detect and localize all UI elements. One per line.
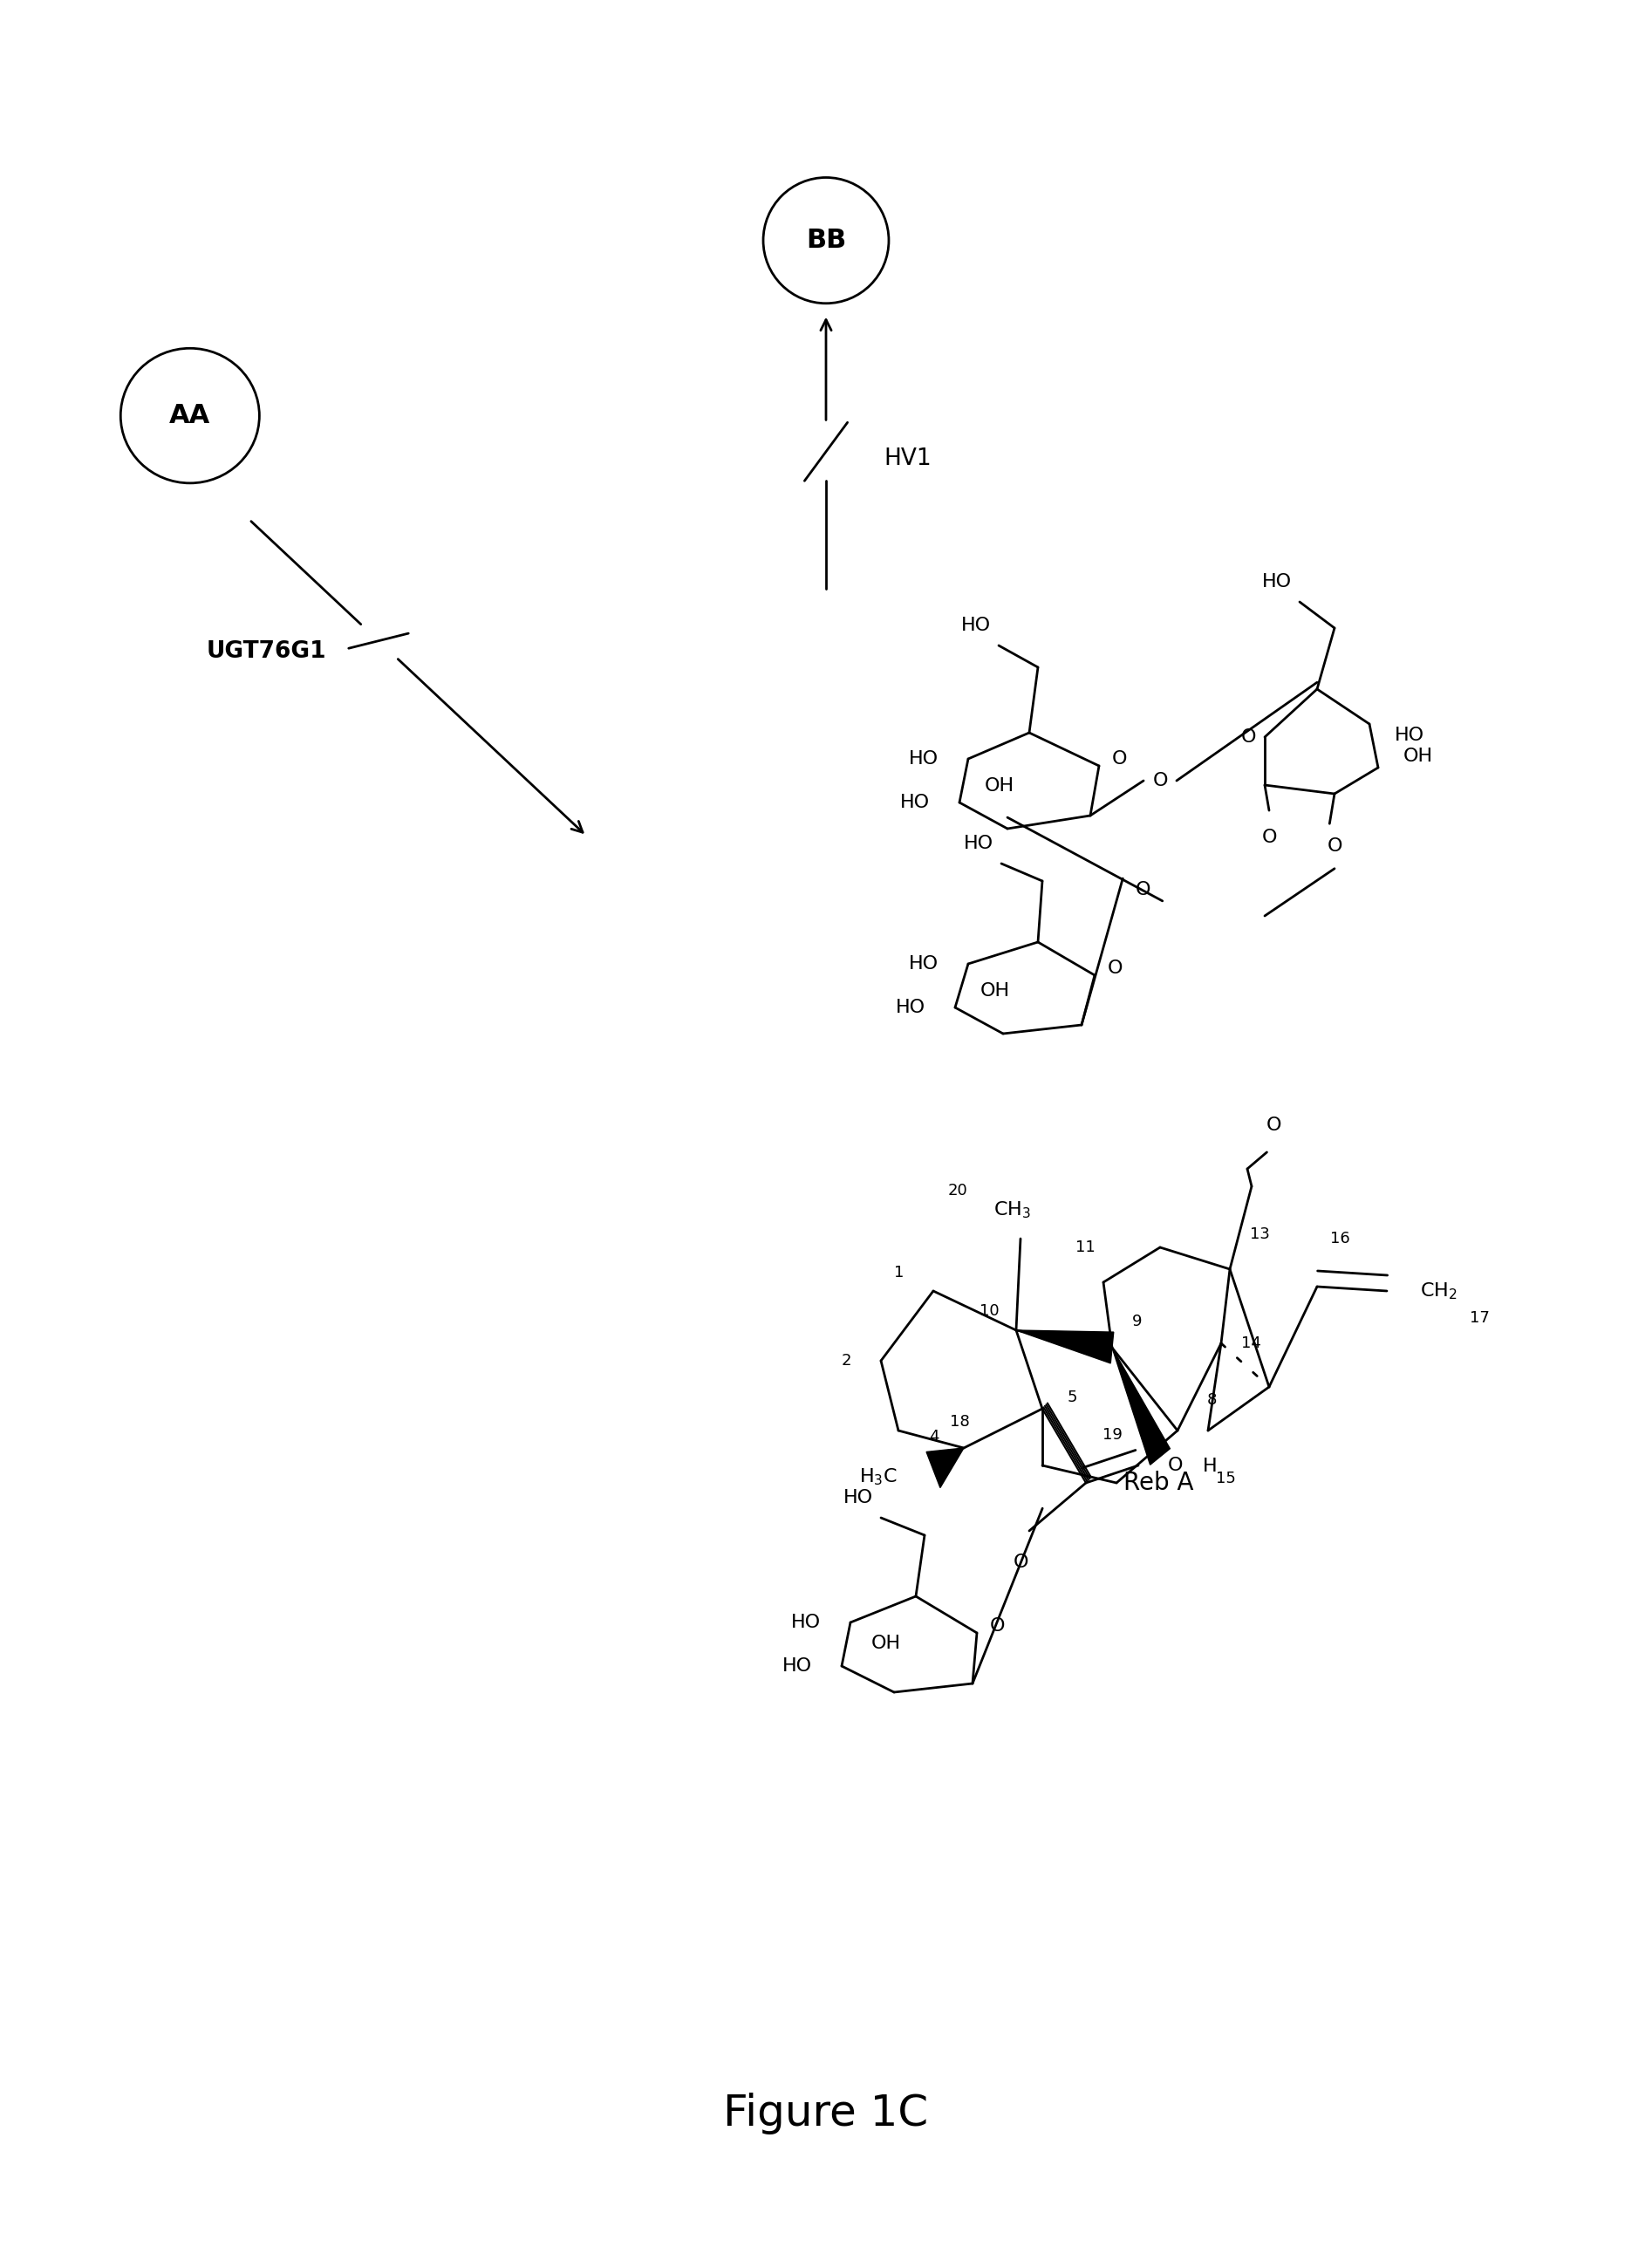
Text: OH: OH [871,1634,900,1652]
Text: 16: 16 [1330,1231,1350,1247]
Text: O: O [1241,728,1257,746]
Text: 17: 17 [1469,1310,1490,1326]
Text: O: O [1168,1456,1183,1474]
Text: HO: HO [909,955,938,973]
Text: O: O [1013,1553,1029,1571]
Text: O: O [1262,829,1277,847]
Text: O: O [1265,1117,1280,1135]
Polygon shape [927,1447,963,1488]
Text: O: O [1108,959,1123,977]
Text: HO: HO [895,998,925,1016]
Text: AA: AA [170,402,210,429]
Text: UGT76G1: UGT76G1 [206,640,327,663]
Text: 10: 10 [980,1303,999,1319]
Text: O: O [1153,773,1168,789]
Text: 1: 1 [894,1265,904,1281]
Text: 14: 14 [1241,1335,1260,1350]
Text: H: H [1203,1458,1218,1474]
Text: OH: OH [980,982,1009,1000]
Text: CH$_3$: CH$_3$ [993,1200,1031,1220]
Text: 2: 2 [841,1353,851,1368]
Text: HO: HO [843,1490,872,1505]
Text: 8: 8 [1208,1393,1218,1409]
Text: HO: HO [909,750,938,768]
Text: 11: 11 [1075,1240,1095,1256]
Text: 13: 13 [1249,1227,1270,1243]
Polygon shape [1016,1330,1113,1364]
Text: OH: OH [1403,748,1432,764]
Text: 15: 15 [1216,1472,1236,1488]
Text: HO: HO [1394,726,1424,744]
Text: 4: 4 [928,1429,938,1445]
Text: 20: 20 [948,1182,968,1198]
Text: H$_3$C: H$_3$C [859,1467,897,1488]
Text: HO: HO [963,836,993,852]
Text: 5: 5 [1067,1389,1077,1404]
Text: OH: OH [985,777,1014,795]
Text: HO: HO [781,1658,813,1674]
Text: HO: HO [1262,573,1292,591]
Text: HO: HO [791,1613,821,1631]
Text: HO: HO [900,793,930,811]
Text: O: O [1112,750,1127,768]
Text: O: O [1135,881,1150,899]
Text: 18: 18 [950,1413,970,1429]
Polygon shape [1112,1348,1170,1465]
Text: O: O [1327,838,1341,854]
Text: BB: BB [806,227,846,254]
Text: O: O [990,1618,1006,1636]
Text: 19: 19 [1102,1427,1122,1443]
Text: CH$_2$: CH$_2$ [1419,1281,1457,1301]
Text: Reb A: Reb A [1123,1472,1194,1494]
Text: HO: HO [961,618,991,634]
Text: 9: 9 [1132,1314,1142,1330]
Text: Figure 1C: Figure 1C [724,2092,928,2135]
Text: HV1: HV1 [884,447,932,470]
